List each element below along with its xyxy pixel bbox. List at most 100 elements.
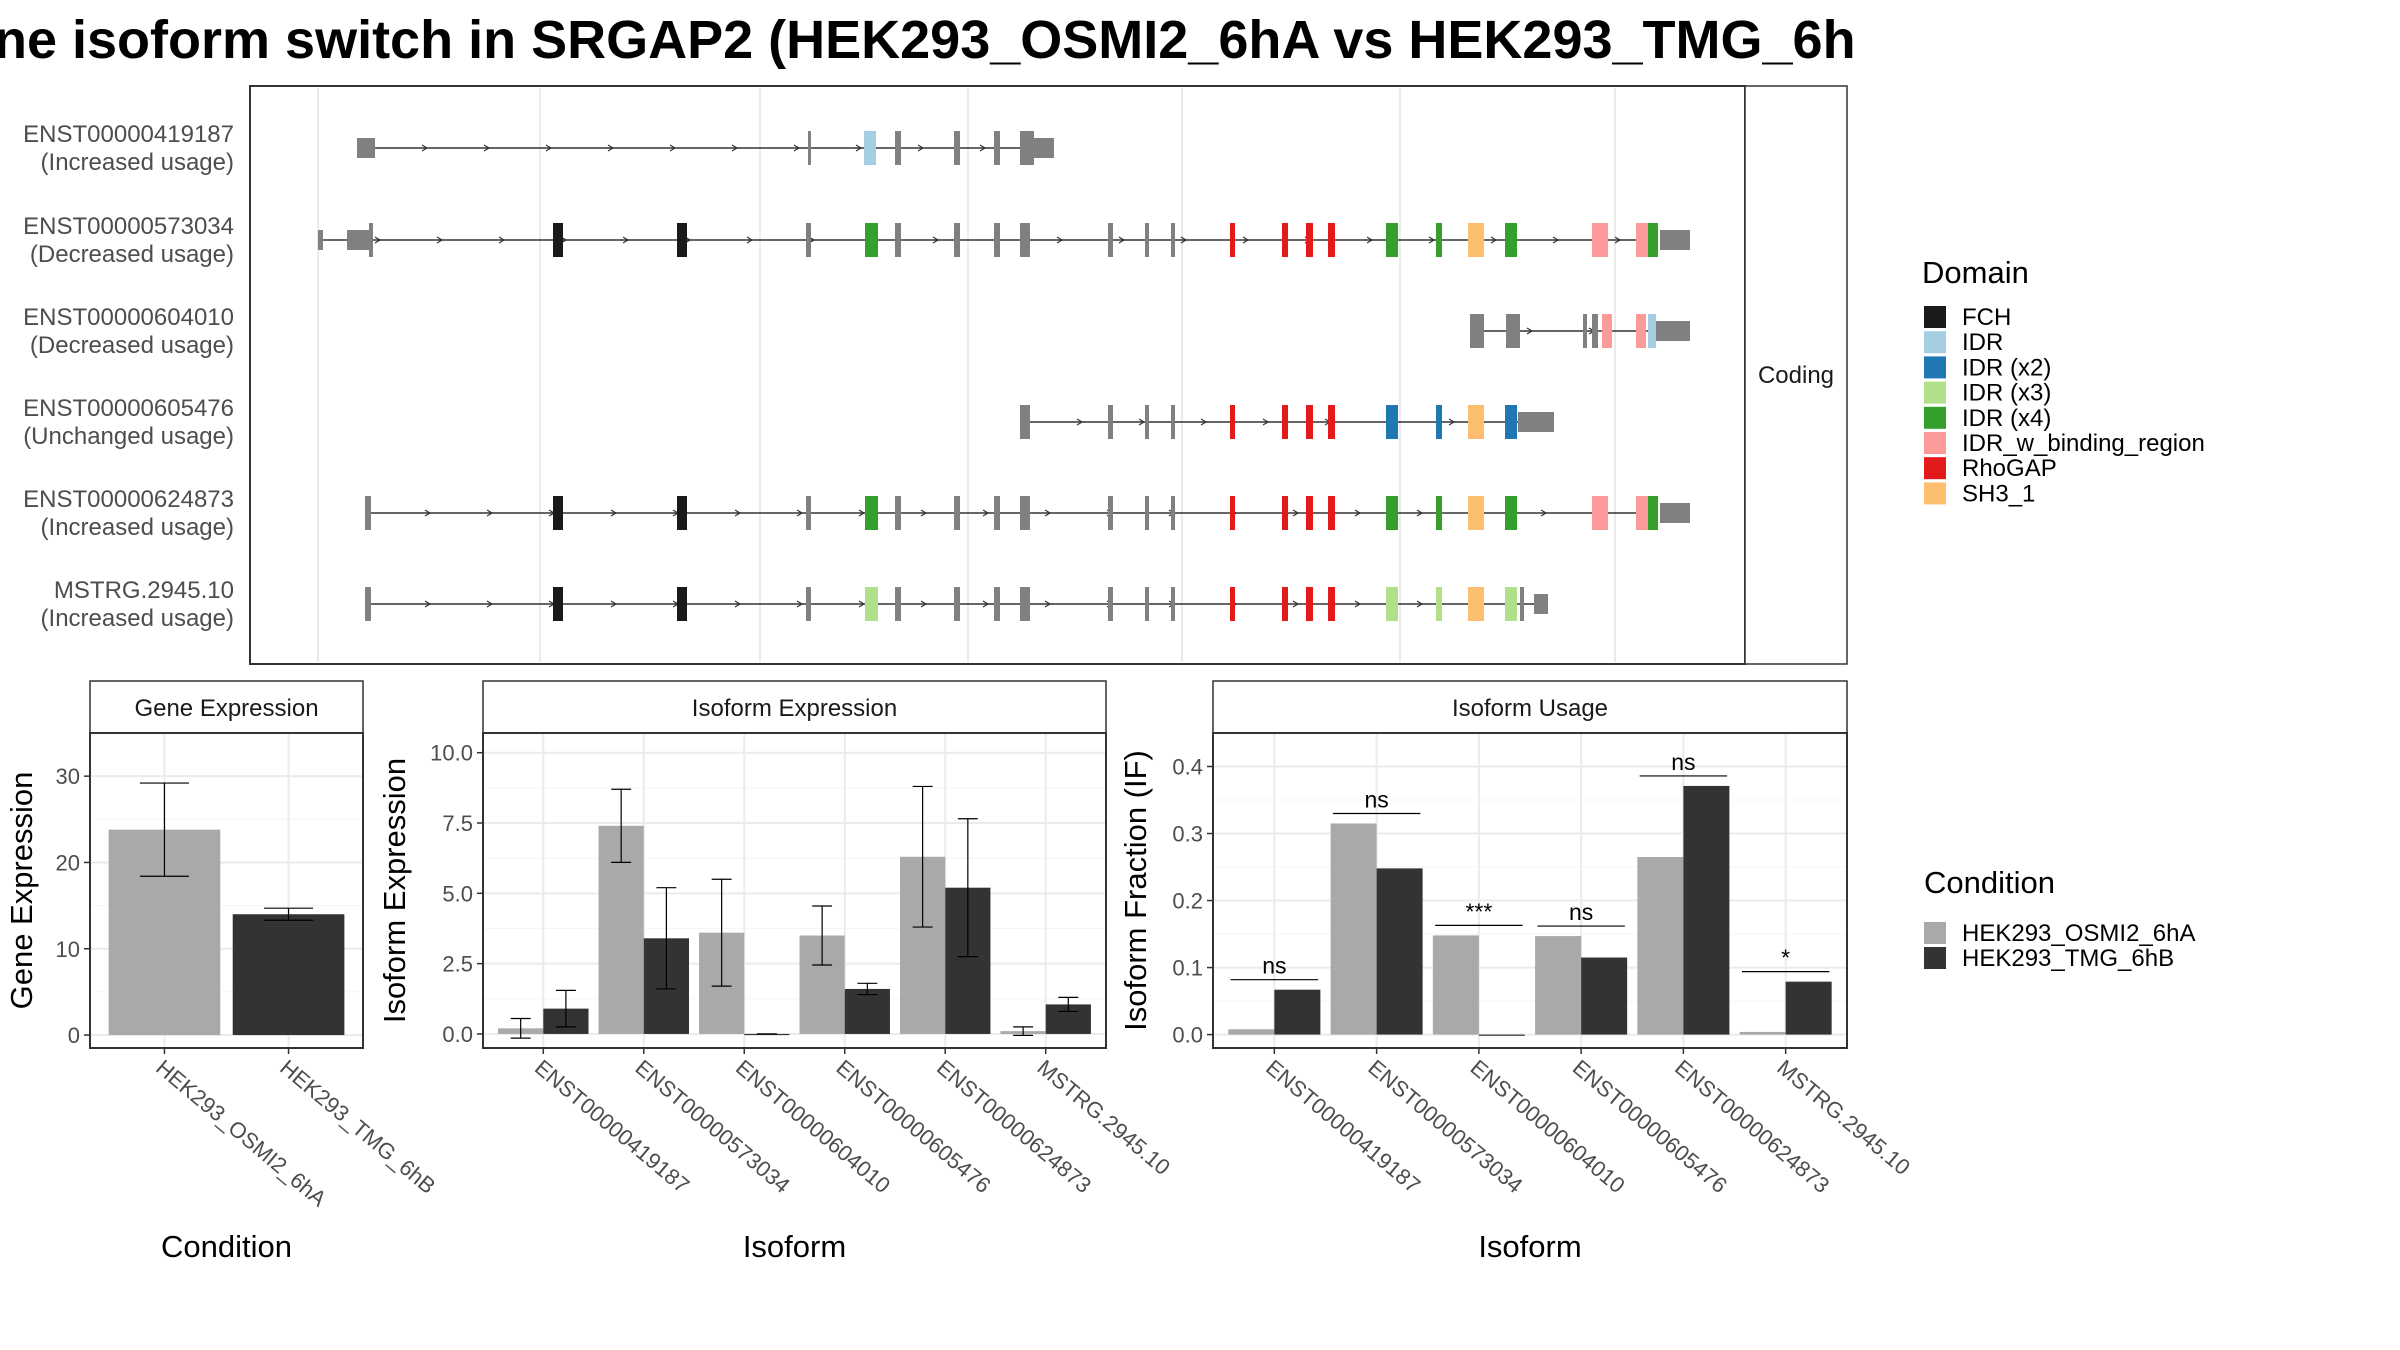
exon xyxy=(1108,223,1113,257)
panel-strip xyxy=(1212,680,1848,734)
panel-title: Isoform Expression xyxy=(692,695,897,722)
strand-arrow xyxy=(1138,418,1146,426)
domain-legend-key xyxy=(1924,432,1946,454)
bar xyxy=(1376,868,1423,1035)
strand-arrow xyxy=(1292,509,1300,517)
transcript-track xyxy=(357,131,1054,165)
domain-exon xyxy=(1505,405,1517,439)
strand-arrow xyxy=(982,600,990,608)
panel-strip xyxy=(482,680,1107,734)
condition-legend-key xyxy=(1924,947,1946,969)
domain-exon xyxy=(1468,405,1484,439)
domain-exon xyxy=(1386,405,1398,439)
exon xyxy=(1171,496,1175,530)
domain-exon xyxy=(1328,405,1335,439)
exon xyxy=(954,587,960,621)
exon xyxy=(1020,405,1030,439)
domain-exon xyxy=(1468,223,1484,257)
domain-exon xyxy=(1636,496,1648,530)
domain-exon xyxy=(1306,496,1313,530)
y-tick-label: 30 xyxy=(56,764,80,789)
strand-arrow xyxy=(436,236,444,244)
strand-arrow xyxy=(1292,600,1300,608)
domain-exon xyxy=(677,223,687,257)
transcript-id-label: MSTRG.2945.10 xyxy=(54,577,234,604)
exon xyxy=(895,223,901,257)
exon xyxy=(1108,405,1113,439)
domain-exon xyxy=(1328,587,1335,621)
exon xyxy=(954,223,960,257)
exon xyxy=(1108,496,1113,530)
strand-arrow xyxy=(610,600,618,608)
structure-panel-border xyxy=(249,85,1746,665)
transcript-id-label: ENST00000573034 xyxy=(23,213,234,240)
y-tick-label: 0.1 xyxy=(1172,956,1203,981)
domain-exon xyxy=(865,587,878,621)
domain-exon xyxy=(1592,496,1608,530)
exon xyxy=(994,223,1000,257)
isoform-expression-chart: Isoform Expression0.02.55.07.510.0ENST00… xyxy=(377,680,1175,1264)
transcript-tracks xyxy=(318,131,1690,621)
transcript-usage-label: (Decreased usage) xyxy=(30,332,234,359)
bar xyxy=(1432,935,1479,1035)
exon xyxy=(895,131,901,165)
transcript-usage-label: (Increased usage) xyxy=(41,605,234,632)
exon xyxy=(1145,405,1149,439)
strand-arrow xyxy=(607,144,615,152)
strand-arrow xyxy=(858,600,866,608)
domain-exon xyxy=(1468,587,1484,621)
exon xyxy=(1171,223,1175,257)
bar xyxy=(1478,1034,1525,1036)
bar xyxy=(1228,1029,1275,1035)
exon xyxy=(1520,587,1524,621)
condition-legend-label: HEK293_OSMI2_6hA xyxy=(1962,920,2195,947)
exon xyxy=(318,230,323,250)
exon xyxy=(1656,321,1690,341)
strand-arrow xyxy=(858,509,866,517)
exon xyxy=(1145,587,1149,621)
strand-arrow xyxy=(1366,236,1374,244)
bar xyxy=(1581,957,1628,1035)
domain-legend-title: Domain xyxy=(1922,255,2029,290)
exon xyxy=(1108,587,1113,621)
domain-exon xyxy=(1230,587,1235,621)
bar xyxy=(1330,823,1377,1035)
strand-arrow xyxy=(1490,236,1498,244)
strand-arrow xyxy=(498,236,506,244)
transcript-track xyxy=(365,496,1690,530)
bar xyxy=(1274,989,1321,1035)
domain-exon xyxy=(1648,314,1656,348)
exon xyxy=(1145,496,1149,530)
exon xyxy=(1592,314,1598,348)
transcript-track xyxy=(318,223,1690,257)
strand-arrow xyxy=(1416,509,1424,517)
y-tick-label: 10 xyxy=(56,937,80,962)
bar xyxy=(232,914,345,1036)
strand-arrow xyxy=(1354,600,1362,608)
strand-arrow xyxy=(486,600,494,608)
strand-arrow xyxy=(855,144,863,152)
figure-title: ne isoform switch in SRGAP2 (HEK293_OSMI… xyxy=(0,10,1856,70)
exon xyxy=(1660,230,1690,250)
panel-title: Gene Expression xyxy=(134,695,318,722)
domain-exon xyxy=(553,223,563,257)
exon xyxy=(1034,138,1054,158)
domain-exon xyxy=(1386,496,1398,530)
domain-exon xyxy=(1282,405,1288,439)
y-tick-label: 5.0 xyxy=(442,881,473,906)
domain-exon xyxy=(1436,223,1442,257)
strand-arrow xyxy=(1262,418,1270,426)
domain-exon xyxy=(1282,587,1288,621)
strand-arrow xyxy=(1242,236,1250,244)
transcript-id-label: ENST00000624873 xyxy=(23,486,234,513)
domain-exon xyxy=(1436,405,1442,439)
strand-arrow xyxy=(982,509,990,517)
transcript-track xyxy=(1470,314,1690,348)
domain-exon xyxy=(1602,314,1612,348)
x-axis-title: Isoform xyxy=(1478,1229,1581,1264)
strand-arrow xyxy=(793,144,801,152)
y-tick-label: 0.0 xyxy=(1172,1023,1203,1048)
domain-exon xyxy=(677,587,687,621)
